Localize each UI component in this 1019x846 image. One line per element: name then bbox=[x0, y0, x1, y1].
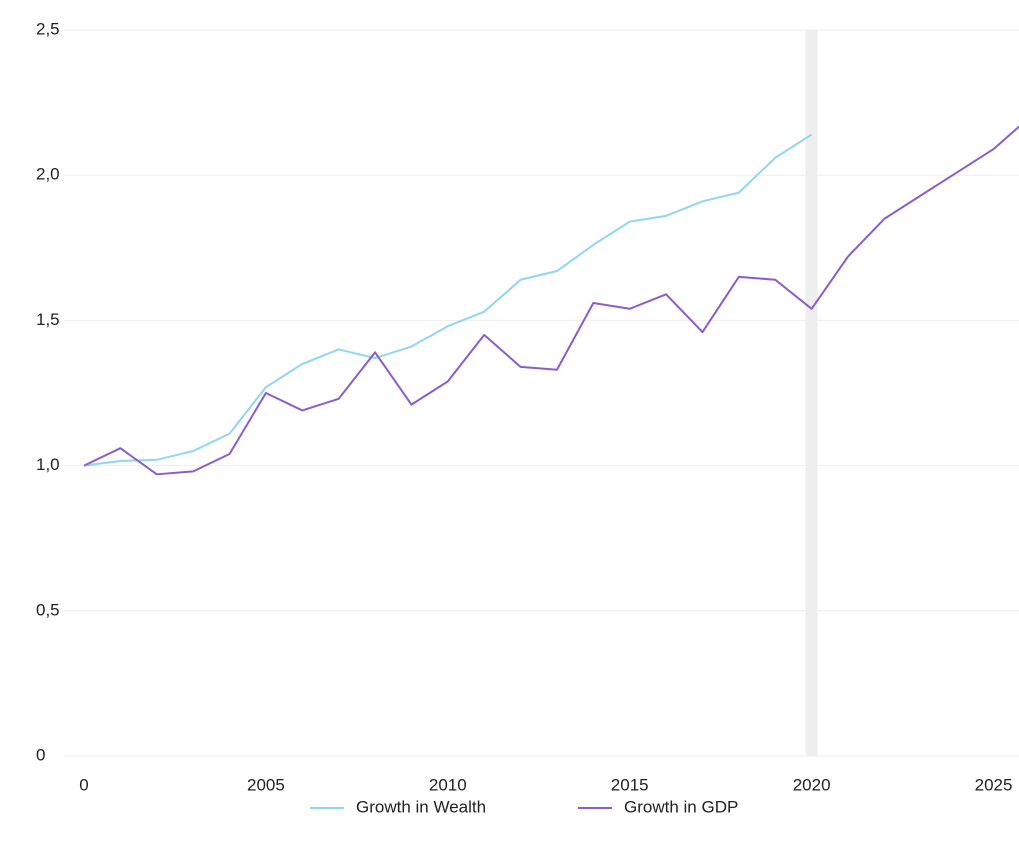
x-tick-label: 2020 bbox=[793, 775, 831, 794]
legend-label: Growth in Wealth bbox=[356, 797, 486, 816]
x-tick-label: 2015 bbox=[611, 775, 649, 794]
x-tick-label: 2025 bbox=[975, 775, 1013, 794]
x-tick-label: 0 bbox=[79, 775, 88, 794]
series-line bbox=[83, 125, 1019, 476]
y-tick-label: 1,5 bbox=[36, 310, 60, 329]
y-tick-label: 2,5 bbox=[36, 19, 60, 38]
y-tick-label: 1,0 bbox=[36, 455, 60, 474]
highlight-band bbox=[805, 30, 818, 756]
legend-label: Growth in GDP bbox=[624, 797, 738, 816]
y-tick-label: 0,5 bbox=[36, 600, 60, 619]
x-tick-label: 2010 bbox=[429, 775, 467, 794]
y-tick-label: 0 bbox=[36, 745, 45, 764]
y-tick-label: 2,0 bbox=[36, 165, 60, 184]
series-line bbox=[83, 133, 813, 467]
x-tick-label: 2005 bbox=[247, 775, 285, 794]
